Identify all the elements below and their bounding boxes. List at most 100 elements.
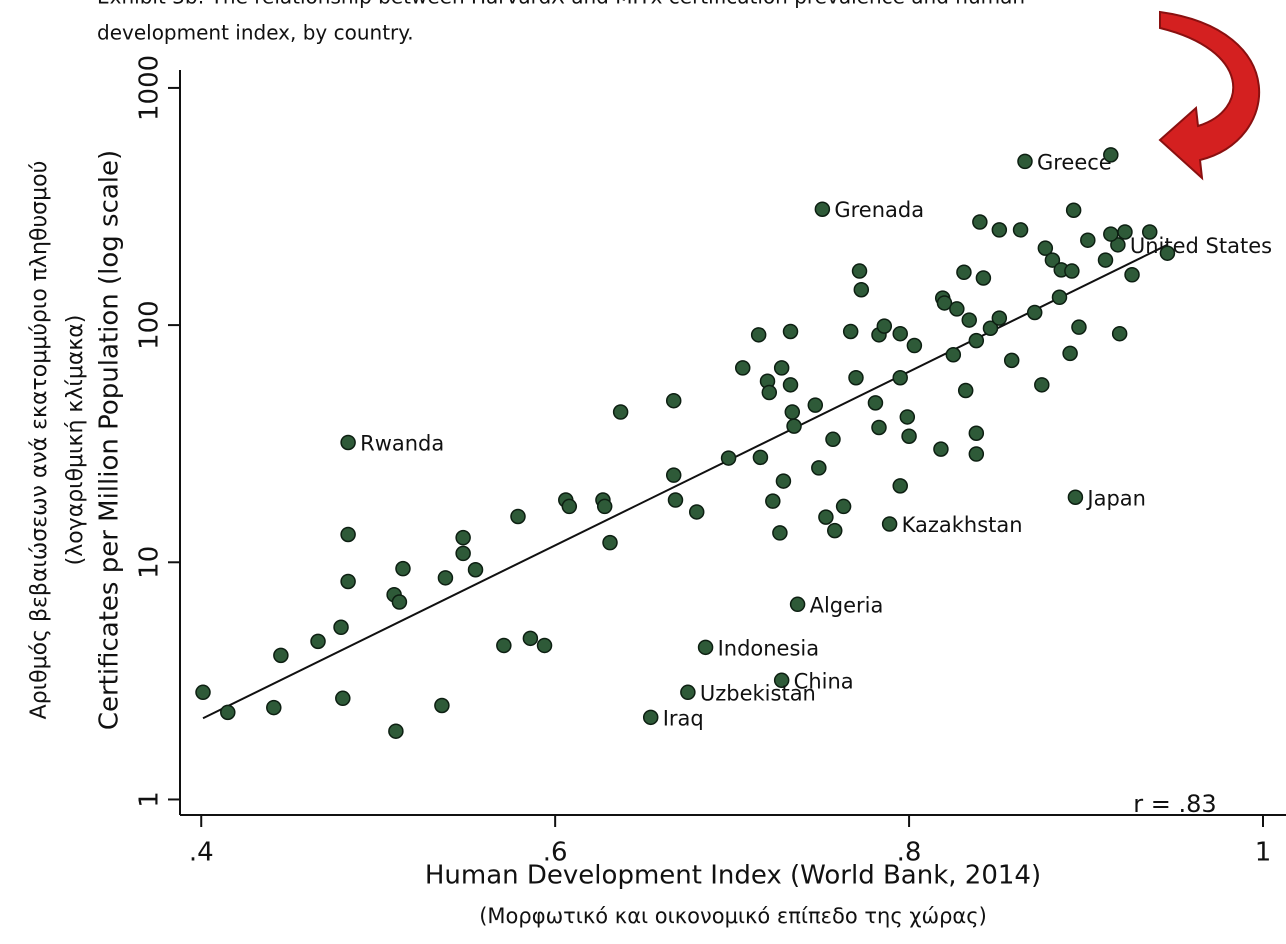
point	[437, 570, 454, 586]
chart-title: Exhibit 3b: The relationship between Har…	[97, 0, 1025, 9]
point	[266, 699, 282, 716]
point-label: Rwanda	[360, 431, 444, 455]
point	[340, 573, 356, 590]
red-arrow	[1158, 10, 1261, 181]
point-label: Greece	[1037, 150, 1112, 174]
point	[775, 473, 792, 489]
point	[536, 637, 553, 654]
point	[1003, 352, 1020, 369]
arrow	[1158, 10, 1261, 181]
point	[665, 467, 682, 483]
point	[936, 295, 953, 311]
point	[956, 264, 972, 281]
point	[1124, 267, 1140, 283]
point	[688, 504, 705, 520]
point	[892, 369, 908, 386]
point	[933, 441, 949, 457]
point	[1012, 222, 1029, 238]
point	[842, 323, 859, 340]
point	[899, 409, 916, 425]
point	[1051, 289, 1068, 306]
x-tick-label: .4	[189, 838, 214, 868]
point	[892, 478, 908, 494]
point	[773, 672, 790, 689]
point	[782, 323, 799, 340]
point	[667, 492, 684, 508]
point	[340, 526, 356, 543]
point	[1037, 240, 1054, 256]
point	[786, 418, 802, 434]
chart-title: development index, by country.	[97, 21, 414, 45]
point	[496, 637, 512, 654]
y-tick-label: 10	[135, 546, 165, 579]
point	[455, 529, 471, 546]
point	[835, 498, 852, 515]
point	[784, 404, 801, 420]
point	[596, 498, 613, 515]
point	[1103, 226, 1119, 242]
point	[1103, 147, 1119, 163]
point	[1034, 377, 1050, 393]
point	[765, 493, 781, 509]
point	[906, 337, 923, 354]
point	[961, 312, 977, 328]
annotation: r = .83	[1133, 790, 1216, 818]
point	[945, 346, 962, 363]
point	[750, 327, 767, 343]
point-label: Grenada	[834, 198, 924, 222]
point	[1064, 263, 1080, 279]
y-tick-label: 1	[135, 791, 165, 808]
point	[1159, 245, 1176, 261]
point	[612, 404, 629, 420]
y-tick-label: 100	[135, 300, 165, 350]
point	[991, 222, 1008, 238]
point	[388, 723, 404, 739]
point	[991, 310, 1008, 326]
x-tick-label: .6	[543, 838, 568, 868]
point	[1017, 153, 1033, 170]
point	[851, 263, 868, 279]
point	[876, 318, 893, 334]
point	[561, 498, 578, 515]
point	[455, 545, 471, 562]
point	[195, 684, 211, 701]
point	[522, 630, 539, 647]
point	[340, 434, 356, 451]
point	[1080, 232, 1096, 248]
point	[220, 704, 236, 721]
point	[395, 560, 411, 577]
point	[1026, 304, 1043, 321]
point	[975, 270, 992, 286]
x-tick-label: .8	[897, 838, 922, 868]
point	[949, 301, 965, 317]
point	[273, 647, 289, 664]
point	[734, 360, 751, 376]
point	[1097, 252, 1114, 268]
point	[968, 446, 985, 462]
point	[761, 384, 778, 401]
y-axis-label: Certificates per Million Population (log…	[95, 150, 125, 730]
point	[333, 619, 349, 636]
point	[825, 431, 841, 448]
point	[814, 201, 831, 217]
point	[772, 525, 788, 541]
point	[982, 320, 999, 336]
point	[665, 392, 682, 409]
y-axis-translation: Αριθμός βεβαιώσεων ανά εκατομμύριο πληθυ…	[27, 161, 52, 720]
point	[752, 449, 769, 466]
point	[782, 377, 799, 393]
point	[335, 690, 351, 707]
point	[467, 562, 484, 578]
y-tick-label: 1000	[135, 55, 165, 121]
point	[720, 450, 737, 466]
point	[1071, 319, 1087, 335]
trend-line	[202, 243, 1168, 720]
point	[818, 509, 834, 525]
point	[892, 325, 908, 342]
point	[871, 419, 887, 436]
point	[773, 360, 790, 376]
point	[1067, 489, 1084, 506]
point-label: Kazakhstan	[902, 513, 1023, 537]
point	[1044, 252, 1061, 268]
